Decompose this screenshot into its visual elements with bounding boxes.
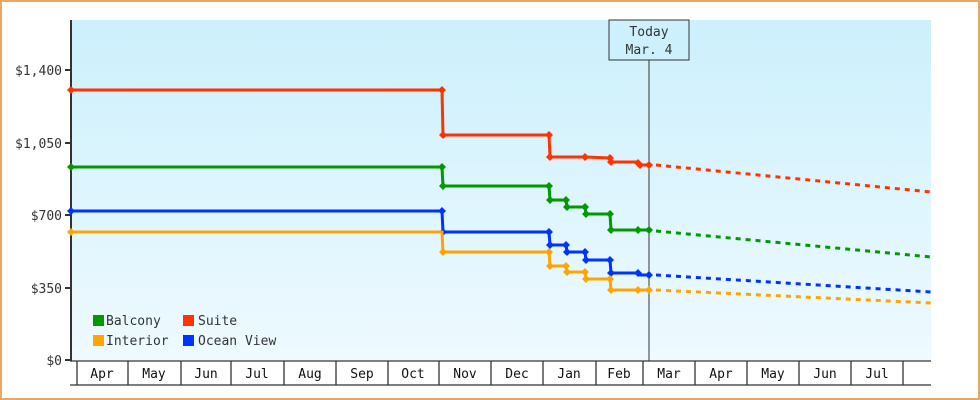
y-tick-label: $350 (31, 282, 62, 297)
x-tick-label: Dec (505, 367, 528, 382)
x-tick-label: Jul (245, 367, 268, 382)
x-tick-label: May (142, 367, 166, 382)
y-tick-label: $1,400 (15, 64, 62, 79)
x-tick-label: Apr (90, 367, 114, 382)
legend-swatch-suite (183, 315, 194, 326)
series-interior (67, 228, 932, 305)
x-tick-label: Jan (557, 367, 580, 382)
x-tick-label: Mar (657, 367, 681, 382)
today-label: Today (629, 25, 668, 40)
x-tick-label: May (761, 367, 785, 382)
legend-label-balcony: Balcony (106, 314, 161, 329)
legend-swatch-ocean-view (183, 335, 194, 346)
x-tick-label: Oct (401, 367, 424, 382)
x-axis (70, 360, 931, 386)
x-tick-label: Jun (813, 367, 836, 382)
legend-swatch-interior (93, 335, 104, 346)
x-tick-label: Nov (453, 367, 477, 382)
plot-area (71, 20, 931, 360)
y-tick-label: $0 (46, 354, 62, 369)
today-label-box (608, 19, 690, 61)
x-tick-label: Apr (709, 367, 733, 382)
legend-label-ocean-view: Ocean View (198, 334, 276, 349)
x-tick-label: Jun (194, 367, 217, 382)
y-ticks: $1,400 $1,050 $700 $350 $0 (15, 64, 71, 369)
series-suite (67, 86, 932, 194)
x-tick-label: Aug (298, 367, 321, 382)
y-tick-label: $700 (31, 209, 62, 224)
legend-swatch-balcony (93, 315, 104, 326)
legend: Balcony Suite Interior Ocean View (93, 314, 276, 349)
legend-label-suite: Suite (198, 314, 237, 329)
x-tick-labels: Apr May Jun Jul Aug Sep Oct Nov Dec Jan … (90, 367, 888, 382)
y-tick-label: $1,050 (15, 137, 62, 152)
x-tick-label: Feb (607, 367, 631, 382)
x-tick-label: Jul (865, 367, 888, 382)
series-balcony (67, 163, 932, 259)
x-tick-label: Sep (350, 367, 374, 382)
legend-label-interior: Interior (106, 334, 169, 349)
series-ocean-view (67, 207, 932, 294)
today-date: Mar. 4 (626, 43, 673, 58)
